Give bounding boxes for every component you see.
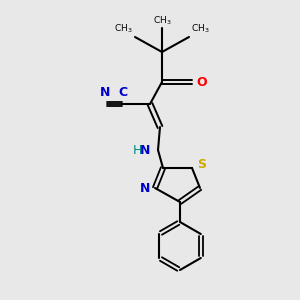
- Text: N: N: [100, 86, 110, 99]
- Text: CH$_3$: CH$_3$: [191, 22, 210, 35]
- Text: N: N: [140, 182, 150, 194]
- Text: N: N: [140, 143, 150, 157]
- Text: C: C: [118, 86, 127, 99]
- Text: CH$_3$: CH$_3$: [114, 22, 133, 35]
- Text: H: H: [133, 143, 142, 157]
- Text: S: S: [197, 158, 206, 172]
- Text: O: O: [196, 76, 207, 88]
- Text: CH$_3$: CH$_3$: [153, 14, 171, 27]
